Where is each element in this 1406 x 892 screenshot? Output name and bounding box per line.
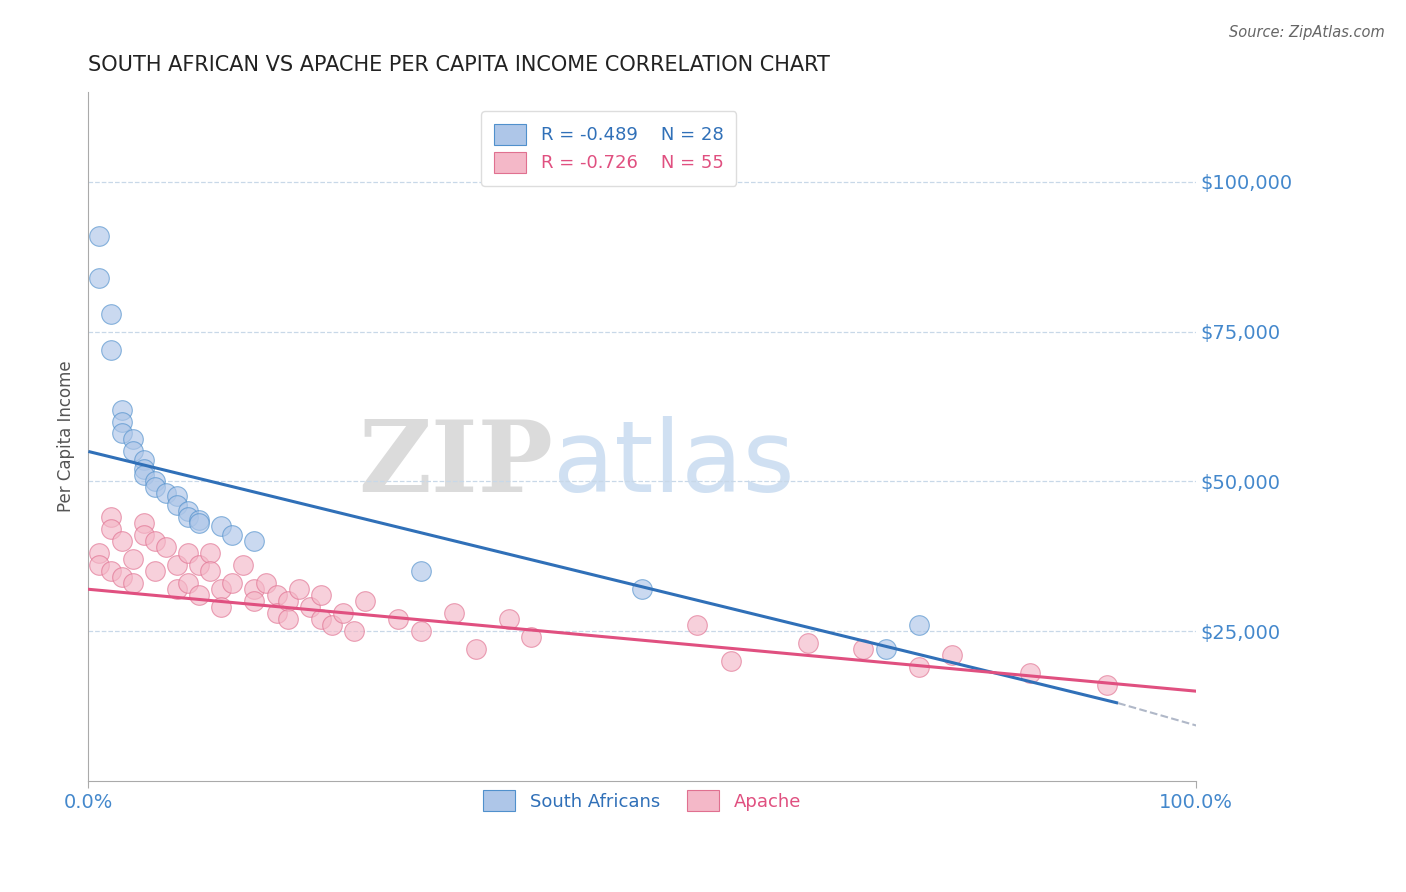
Point: [143, 564, 166, 578]
Point: [188, 513, 211, 527]
Point: [121, 433, 143, 447]
Point: [1018, 666, 1040, 681]
Point: [287, 582, 309, 597]
Point: [221, 576, 243, 591]
Text: atlas: atlas: [554, 416, 794, 513]
Point: [177, 504, 200, 518]
Point: [132, 453, 155, 467]
Point: [464, 642, 486, 657]
Point: [243, 594, 266, 608]
Point: [852, 642, 875, 657]
Point: [100, 564, 122, 578]
Point: [121, 552, 143, 566]
Point: [266, 606, 288, 620]
Point: [243, 534, 266, 549]
Point: [354, 594, 377, 608]
Point: [110, 426, 132, 441]
Point: [132, 516, 155, 531]
Point: [166, 490, 188, 504]
Point: [309, 588, 332, 602]
Point: [277, 612, 299, 626]
Point: [143, 480, 166, 494]
Legend: South Africans, Apache: South Africans, Apache: [470, 778, 814, 823]
Point: [907, 660, 929, 674]
Point: [188, 516, 211, 531]
Point: [89, 228, 111, 243]
Point: [177, 510, 200, 524]
Text: SOUTH AFRICAN VS APACHE PER CAPITA INCOME CORRELATION CHART: SOUTH AFRICAN VS APACHE PER CAPITA INCOM…: [89, 55, 831, 75]
Point: [89, 558, 111, 573]
Point: [797, 636, 820, 650]
Point: [177, 546, 200, 560]
Point: [221, 528, 243, 542]
Text: ZIP: ZIP: [359, 416, 554, 513]
Point: [166, 582, 188, 597]
Point: [166, 499, 188, 513]
Point: [321, 618, 343, 632]
Point: [907, 618, 929, 632]
Point: [243, 582, 266, 597]
Point: [177, 576, 200, 591]
Point: [132, 462, 155, 476]
Point: [89, 546, 111, 560]
Point: [941, 648, 963, 662]
Point: [409, 564, 432, 578]
Point: [209, 600, 232, 615]
Point: [110, 402, 132, 417]
Point: [100, 343, 122, 357]
Point: [198, 564, 221, 578]
Point: [720, 654, 742, 668]
Point: [110, 570, 132, 584]
Point: [121, 444, 143, 458]
Point: [332, 606, 354, 620]
Point: [443, 606, 465, 620]
Point: [1095, 678, 1118, 692]
Point: [631, 582, 654, 597]
Point: [232, 558, 254, 573]
Point: [298, 600, 321, 615]
Point: [100, 510, 122, 524]
Point: [155, 541, 177, 555]
Point: [132, 468, 155, 483]
Text: Source: ZipAtlas.com: Source: ZipAtlas.com: [1229, 25, 1385, 40]
Point: [110, 415, 132, 429]
Point: [188, 588, 211, 602]
Point: [121, 576, 143, 591]
Point: [209, 582, 232, 597]
Point: [198, 546, 221, 560]
Point: [254, 576, 277, 591]
Point: [155, 486, 177, 500]
Y-axis label: Per Capita Income: Per Capita Income: [58, 360, 75, 512]
Point: [498, 612, 520, 626]
Point: [309, 612, 332, 626]
Point: [277, 594, 299, 608]
Point: [266, 588, 288, 602]
Point: [143, 534, 166, 549]
Point: [143, 475, 166, 489]
Point: [209, 519, 232, 533]
Point: [875, 642, 897, 657]
Point: [188, 558, 211, 573]
Point: [520, 630, 543, 644]
Point: [100, 522, 122, 536]
Point: [343, 624, 366, 639]
Point: [686, 618, 709, 632]
Point: [166, 558, 188, 573]
Point: [387, 612, 409, 626]
Point: [132, 528, 155, 542]
Point: [409, 624, 432, 639]
Point: [89, 270, 111, 285]
Point: [100, 307, 122, 321]
Point: [110, 534, 132, 549]
